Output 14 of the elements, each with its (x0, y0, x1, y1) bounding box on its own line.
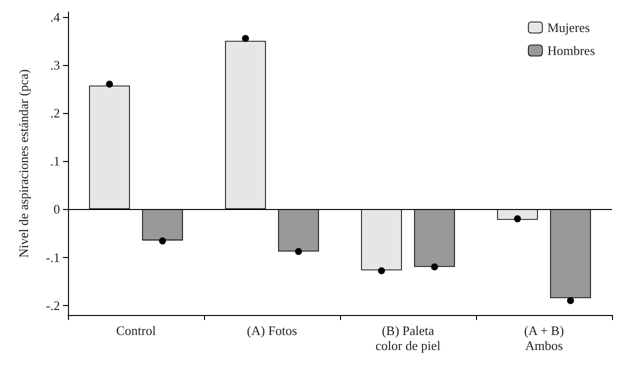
y-tick-label: .2 (50, 106, 60, 120)
y-tick-label: .4 (50, 9, 60, 24)
x-tick-label: (B) Paleta color de piel (376, 323, 441, 353)
y-tick-label: -.1 (46, 250, 60, 265)
y-tick-label: .3 (50, 57, 60, 72)
y-tick-label: -.2 (46, 298, 60, 313)
x-tick-label: Control (116, 323, 156, 338)
legend-label: Mujeres (547, 20, 590, 35)
y-axis-title: Nivel de aspiraciones estándar (pca) (16, 69, 31, 258)
y-tick-label: 0 (54, 202, 60, 217)
y-tick-label: .1 (50, 154, 60, 169)
x-tick-label: (A + B) Ambos (524, 323, 564, 353)
x-tick-label: (A) Fotos (246, 323, 298, 338)
legend-label: Hombres (547, 43, 596, 58)
